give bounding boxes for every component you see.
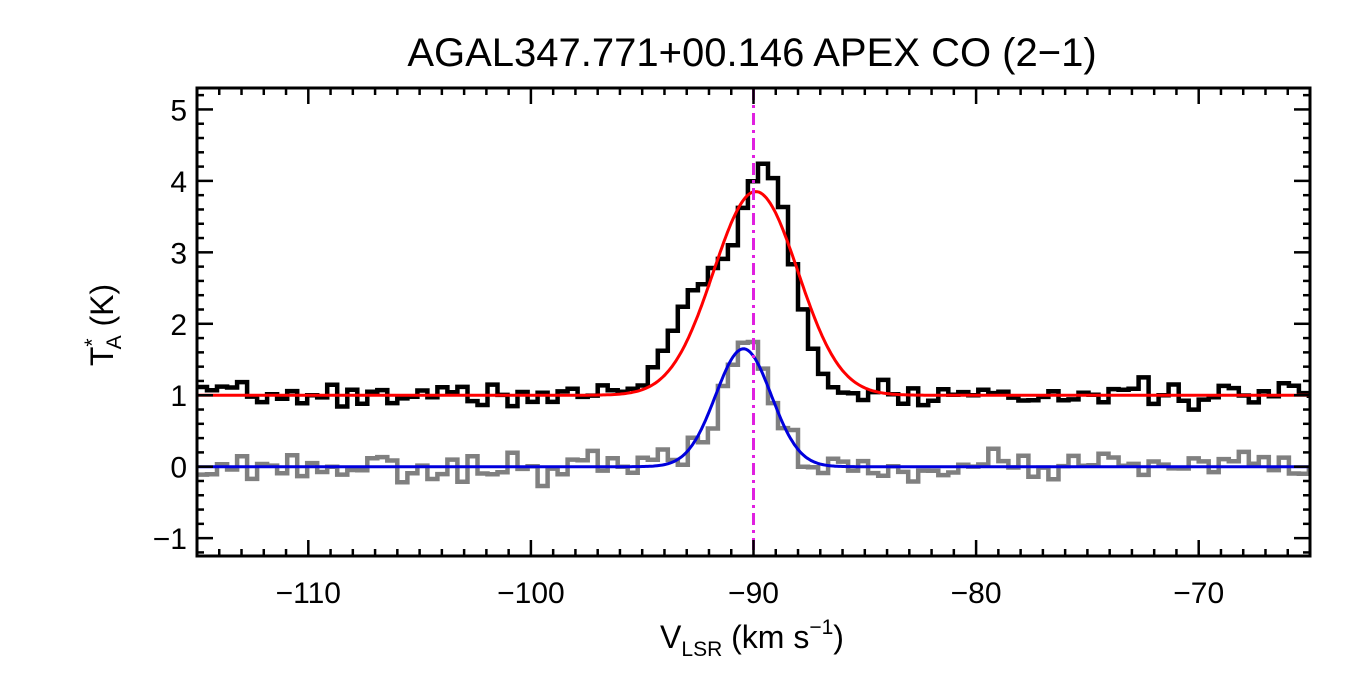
y-label-subscript: A (103, 335, 126, 349)
y-tick-label: 1 (170, 380, 187, 413)
y-tick-label: 5 (170, 94, 187, 127)
y-tick-label: 4 (170, 166, 187, 199)
chart-title: AGAL347.771+00.146 APEX CO (2−1) (407, 31, 1096, 75)
x-label-close: ) (833, 619, 844, 655)
x-label-rest: (km s (722, 619, 809, 655)
x-tick-label: −90 (728, 577, 779, 610)
y-label-superscript: * (81, 338, 104, 346)
y-label-rest: (K) (84, 284, 120, 336)
y-tick-label: −1 (153, 523, 187, 556)
x-label-main: V (660, 619, 682, 655)
spectrum-gray-histogram (197, 339, 1310, 489)
x-tick-label: −70 (1173, 577, 1224, 610)
spectrum-black-histogram (197, 161, 1310, 412)
x-tick-label: −100 (497, 577, 565, 610)
y-label-main: T (84, 347, 120, 367)
x-label-superscript: −1 (809, 616, 833, 639)
x-label-subscript: LSR (681, 638, 722, 661)
x-tick-label: −80 (951, 577, 1002, 610)
series-layer (197, 161, 1310, 489)
axis-ticks: −110 −100 −90 −80 −70 −1 0 1 2 3 4 5 (153, 88, 1312, 610)
y-tick-label: 2 (170, 309, 187, 342)
y-axis-label: T*A (K) (81, 284, 126, 366)
x-axis-label: VLSR (km s−1) (660, 616, 844, 661)
y-tick-label: 0 (170, 452, 187, 485)
x-tick-label: −110 (276, 577, 341, 610)
y-tick-label: 3 (170, 237, 187, 270)
